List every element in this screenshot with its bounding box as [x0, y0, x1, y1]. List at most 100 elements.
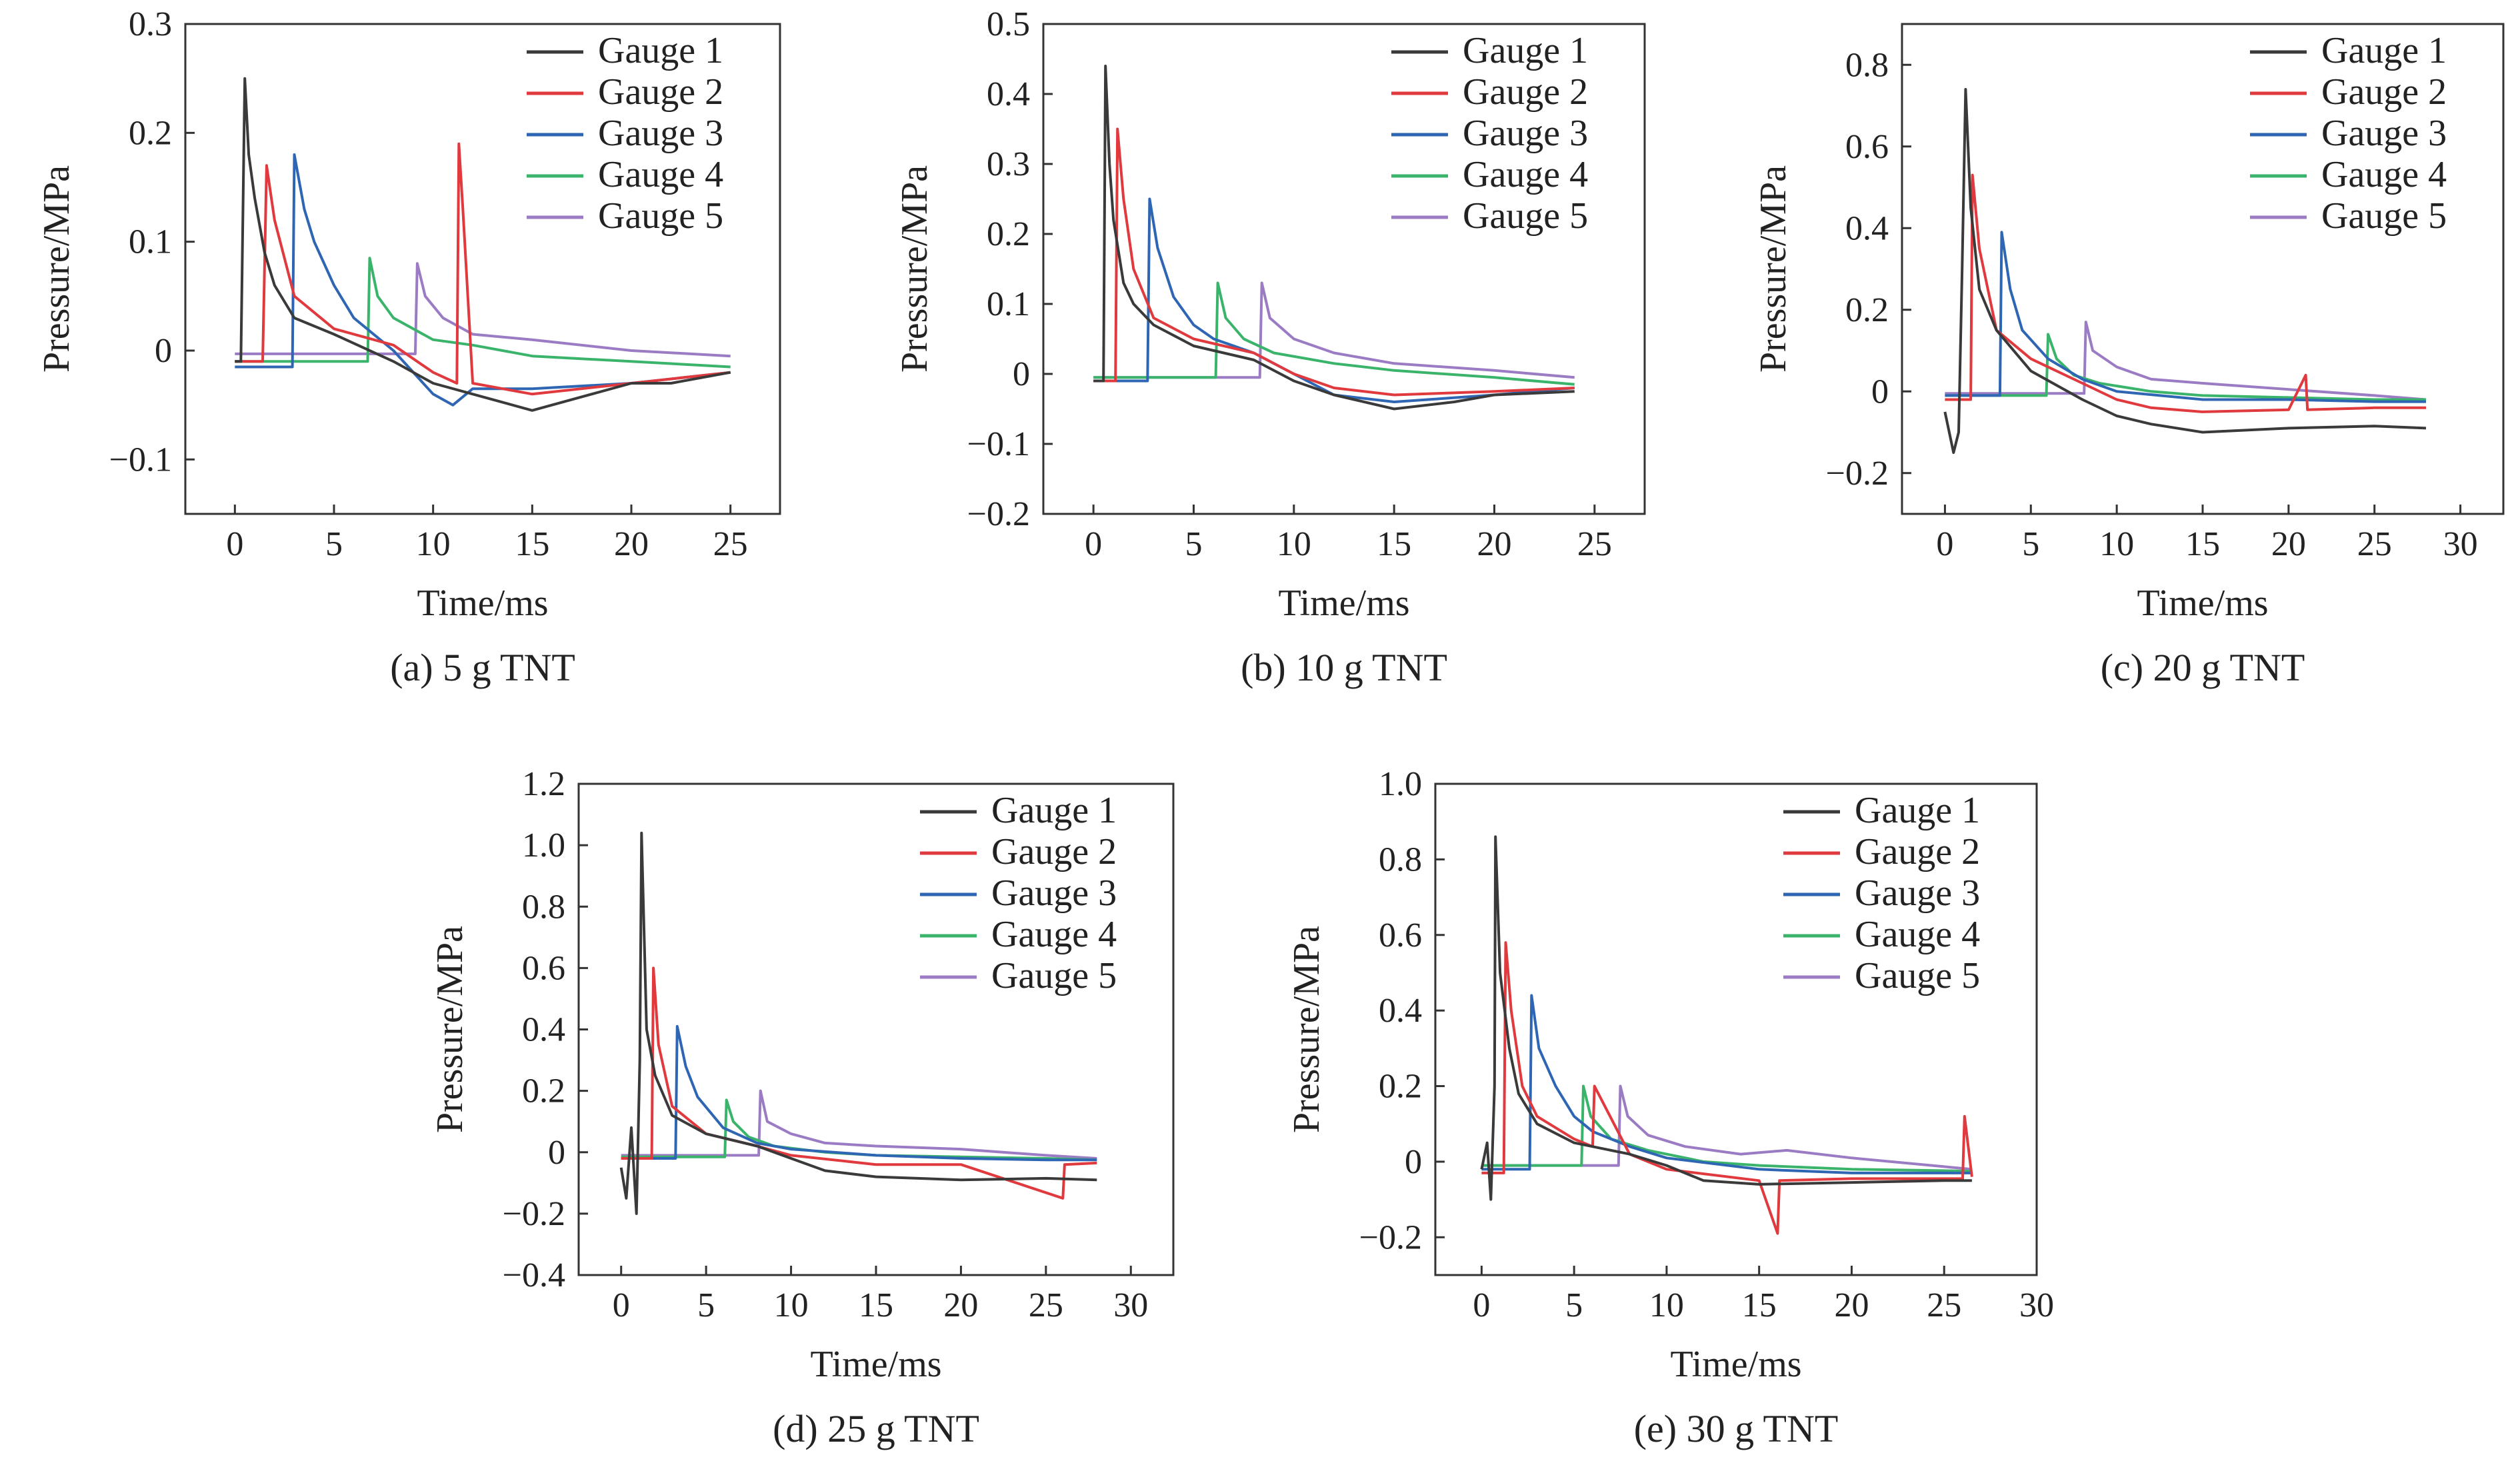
panel-caption: (a) 5 g TNT — [390, 646, 575, 689]
plot-area-frame — [184, 23, 781, 515]
x-tick-label: 20 — [1477, 525, 1512, 563]
y-tick-label: 0.2 — [522, 1072, 565, 1110]
legend-label: Gauge 1 — [991, 790, 1117, 831]
x-axis-title: Time/ms — [810, 1344, 941, 1385]
x-axis-title: Time/ms — [2137, 583, 2268, 624]
series-line-gauge-2 — [235, 142, 731, 396]
y-tick-label: 0 — [155, 332, 172, 370]
series-line-gauge-2 — [1093, 127, 1575, 397]
legend-label: Gauge 2 — [1463, 71, 1588, 113]
legend-label: Gauge 5 — [1855, 955, 1980, 996]
series-line-gauge-4 — [621, 1098, 1097, 1162]
y-axis-title: Pressure/MPa — [429, 926, 471, 1133]
x-tick-label: 0 — [1473, 1286, 1490, 1324]
legend-label: Gauge 4 — [1463, 154, 1588, 195]
legend-label: Gauge 3 — [1463, 113, 1588, 154]
x-tick-label: 15 — [859, 1286, 893, 1324]
y-tick-label: 0.4 — [522, 1011, 565, 1049]
legend-label: Gauge 5 — [598, 195, 723, 237]
y-tick-label: 0.8 — [522, 888, 565, 926]
series-line-gauge-4 — [1481, 1084, 1972, 1173]
panel-caption: (d) 25 g TNT — [773, 1407, 979, 1450]
x-tick-label: 20 — [614, 525, 649, 563]
series-line-gauge-1 — [1943, 88, 2427, 455]
legend-label: Gauge 4 — [1855, 914, 1980, 955]
chart-panel: 0 5 10 15 20 25 30 −0.2 0 0.2 0.4 0.6 0.8 1.0 Time/ms P… — [1286, 765, 2054, 1450]
y-tick-label: 0 — [1871, 373, 1889, 411]
chart-panel: 0 5 10 15 20 25 30 −0.2 0 0.2 0.4 0.6 0.8 Time/ms Pres… — [1753, 23, 2505, 689]
x-tick-label: 5 — [2022, 525, 2039, 563]
legend-label: Gauge 3 — [1855, 872, 1980, 914]
legend-label: Gauge 3 — [2321, 113, 2447, 154]
chart-panel: 0 5 10 15 20 25 −0.1 0 0.1 0.2 0.3 Time/ms Pressure/… — [36, 5, 781, 689]
series-line-gauge-1 — [619, 831, 1097, 1215]
y-tick-label: 0.6 — [522, 949, 565, 987]
legend-label: Gauge 1 — [598, 30, 723, 71]
legend-label: Gauge 1 — [1855, 790, 1980, 831]
x-tick-label: 25 — [1577, 525, 1612, 563]
legend-label: Gauge 4 — [598, 154, 723, 195]
x-tick-label: 20 — [2271, 525, 2306, 563]
y-tick-label: 0.8 — [1845, 46, 1889, 84]
x-tick-label: 0 — [613, 1286, 630, 1324]
y-tick-label: 0 — [548, 1134, 565, 1172]
y-tick-label: 0.8 — [1379, 840, 1422, 878]
x-tick-label: 20 — [1834, 1286, 1869, 1324]
legend-label: Gauge 2 — [991, 831, 1117, 872]
legend-label: Gauge 5 — [991, 955, 1117, 996]
x-tick-label: 20 — [943, 1286, 978, 1324]
y-tick-label: 1.0 — [1379, 765, 1422, 803]
x-tick-label: 0 — [226, 525, 243, 563]
x-tick-label: 10 — [416, 525, 451, 563]
x-tick-label: 30 — [1113, 1286, 1148, 1324]
y-tick-label: 0.4 — [1845, 209, 1889, 247]
y-axis-title: Pressure/MPa — [1753, 165, 1794, 373]
x-tick-label: 25 — [1927, 1286, 1961, 1324]
legend-label: Gauge 5 — [1463, 195, 1588, 237]
y-axis-title: Pressure/MPa — [894, 165, 935, 373]
x-tick-label: 5 — [697, 1286, 715, 1324]
x-axis-title: Time/ms — [1670, 1344, 1801, 1385]
y-tick-label: 0.1 — [987, 285, 1030, 323]
legend-label: Gauge 3 — [991, 872, 1117, 914]
plot-area-frame — [1042, 23, 1646, 515]
x-tick-label: 15 — [2185, 525, 2220, 563]
y-tick-label: −0.2 — [1359, 1218, 1422, 1256]
series-line-gauge-5 — [1481, 1084, 1973, 1171]
y-tick-label: 0 — [1405, 1143, 1422, 1181]
y-tick-label: 0.2 — [987, 215, 1030, 253]
series-line-gauge-1 — [1480, 835, 1972, 1201]
y-tick-label: 0.3 — [987, 145, 1030, 183]
x-axis-title: Time/ms — [417, 583, 548, 624]
x-tick-label: 10 — [1649, 1286, 1684, 1324]
y-tick-label: 0.2 — [129, 114, 172, 152]
y-tick-label: −0.1 — [967, 425, 1030, 463]
series-line-gauge-4 — [1945, 333, 2426, 401]
y-tick-label: −0.2 — [967, 495, 1030, 533]
series-line-gauge-3 — [1481, 994, 1972, 1174]
x-tick-label: 0 — [1936, 525, 1953, 563]
y-tick-label: 0.2 — [1845, 291, 1889, 329]
series-line-gauge-5 — [621, 1089, 1097, 1160]
series-line-gauge-3 — [235, 153, 731, 407]
y-tick-label: 0.6 — [1379, 916, 1422, 954]
x-tick-label: 30 — [2443, 525, 2478, 563]
x-tick-label: 25 — [1029, 1286, 1063, 1324]
series-line-gauge-2 — [1945, 173, 2426, 413]
series-line-gauge-5 — [235, 262, 731, 358]
x-tick-label: 15 — [1742, 1286, 1777, 1324]
series-line-gauge-3 — [1945, 231, 2426, 403]
x-tick-label: 0 — [1085, 525, 1102, 563]
series-line-gauge-5 — [1945, 321, 2427, 401]
y-tick-label: −0.4 — [503, 1256, 565, 1294]
legend-label: Gauge 1 — [1463, 30, 1588, 71]
legend-label: Gauge 2 — [1855, 831, 1980, 872]
y-tick-label: −0.2 — [503, 1195, 565, 1233]
x-tick-label: 10 — [2099, 525, 2134, 563]
legend-label: Gauge 4 — [991, 914, 1117, 955]
